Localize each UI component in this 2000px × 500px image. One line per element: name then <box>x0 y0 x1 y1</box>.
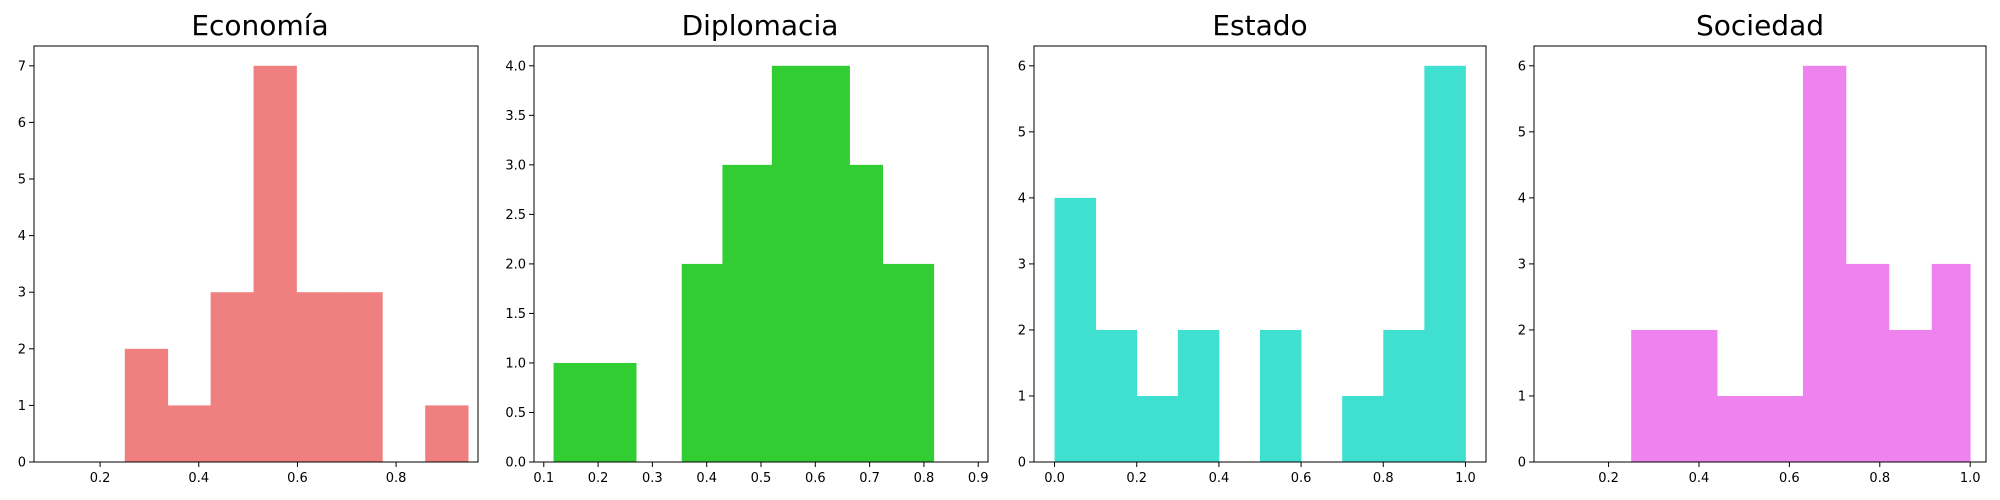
estado-ytick-label: 6 <box>1018 59 1026 74</box>
estado-ytick-label: 1 <box>1018 389 1026 404</box>
sociedad-ytick-label: 3 <box>1518 257 1526 272</box>
diplomacia-bar <box>826 65 850 463</box>
economia-title: Economía <box>191 9 328 42</box>
diplomacia-ytick-label: 1.0 <box>505 356 526 371</box>
diplomacia-ytick-label: 2.5 <box>505 208 526 223</box>
estado-bar <box>1342 395 1384 462</box>
sociedad-xtick-label: 0.6 <box>1779 471 1800 486</box>
sociedad-bar <box>1674 329 1718 462</box>
sociedad-xtick-label: 1.0 <box>1960 471 1981 486</box>
diplomacia-bar <box>722 164 773 462</box>
estado-bar <box>1383 329 1425 462</box>
estado-ytick-label: 0 <box>1018 456 1026 471</box>
estado-bar <box>1095 329 1138 462</box>
estado-panel: Estado 0.0 0.2 0.4 0.6 0.8 1.0 0 1 2 3 4 5 6 <box>1018 9 1487 486</box>
economia-ytick-label: 5 <box>18 173 26 188</box>
diplomacia-ytick-label: 1.5 <box>505 307 526 322</box>
economia-bar <box>124 348 169 462</box>
diplomacia-panel: Diplomacia 0.1 0.2 0.3 0.4 0.5 0.6 0.7 0.8 0.9 0.… <box>505 9 988 486</box>
economia-bar <box>296 292 340 462</box>
sociedad-bar <box>1760 395 1804 462</box>
sociedad-xtick-label: 0.2 <box>1598 471 1619 486</box>
economia-bar <box>167 405 212 462</box>
sociedad-bar <box>1888 329 1933 462</box>
sociedad-ytick-label: 4 <box>1518 191 1526 206</box>
economia-ytick-label: 3 <box>18 286 26 301</box>
diplomacia-xtick-label: 0.5 <box>751 471 772 486</box>
sociedad-panel: Sociedad 0.2 0.4 0.6 0.8 1.0 0 1 2 3 4 5 6 <box>1518 9 1987 486</box>
estado-ytick-label: 5 <box>1018 125 1026 140</box>
sociedad-ytick-label: 1 <box>1518 389 1526 404</box>
diplomacia-ytick-label: 0.0 <box>505 456 526 471</box>
economia-xtick-label: 0.8 <box>386 471 407 486</box>
diplomacia-ytick-label: 4.0 <box>505 59 526 74</box>
diplomacia-bar <box>771 65 827 463</box>
economia-ytick-label: 6 <box>18 116 26 131</box>
estado-bar <box>1054 197 1097 462</box>
sociedad-bar <box>1931 263 1971 462</box>
sociedad-ytick-label: 2 <box>1518 323 1526 338</box>
sociedad-axes-frame <box>1533 45 1987 463</box>
estado-bar <box>1260 329 1302 462</box>
estado-xtick-label: 0.4 <box>1209 471 1230 486</box>
sociedad-title: Sociedad <box>1696 9 1824 42</box>
economia-xtick-label: 0.6 <box>287 471 308 486</box>
economia-xtick-label: 0.4 <box>188 471 209 486</box>
estado-bar <box>1136 395 1179 462</box>
diplomacia-title: Diplomacia <box>682 9 839 42</box>
estado-bar <box>1424 65 1466 463</box>
diplomacia-bar <box>553 362 609 462</box>
diplomacia-xtick-label: 0.4 <box>696 471 717 486</box>
diplomacia-bar <box>849 164 884 462</box>
economia-ytick-label: 2 <box>18 342 26 357</box>
diplomacia-xtick-label: 0.1 <box>533 471 554 486</box>
estado-xtick-label: 0.2 <box>1126 471 1147 486</box>
sociedad-ytick-label: 5 <box>1518 125 1526 140</box>
estado-axes-frame <box>1033 45 1487 463</box>
economia-bar <box>425 405 469 462</box>
economia-panel: Economía 0.2 0.4 0.6 0.8 0 1 2 3 4 5 6 7 <box>18 9 479 486</box>
economia-bar <box>253 65 297 463</box>
economia-ytick-label: 4 <box>18 229 26 244</box>
economia-ytick-label: 7 <box>18 59 26 74</box>
diplomacia-xtick-label: 0.7 <box>859 471 880 486</box>
sociedad-bar <box>1802 65 1847 463</box>
economia-bar <box>339 292 383 462</box>
diplomacia-bar <box>607 362 637 462</box>
diplomacia-xtick-label: 0.2 <box>588 471 609 486</box>
sociedad-bar <box>1845 263 1890 462</box>
economia-axes-frame <box>33 45 479 463</box>
economia-xtick-label: 0.2 <box>90 471 111 486</box>
estado-bar <box>1177 329 1220 462</box>
sociedad-ytick-label: 0 <box>1518 456 1526 471</box>
sociedad-xtick-label: 0.8 <box>1869 471 1890 486</box>
diplomacia-xtick-label: 0.6 <box>805 471 826 486</box>
diplomacia-bar <box>882 263 935 462</box>
estado-ytick-label: 4 <box>1018 191 1026 206</box>
estado-title: Estado <box>1212 9 1307 42</box>
diplomacia-ytick-label: 3.0 <box>505 158 526 173</box>
diplomacia-ytick-label: 0.5 <box>505 406 526 421</box>
diplomacia-ytick-label: 2.0 <box>505 257 526 272</box>
estado-xtick-label: 0.6 <box>1291 471 1312 486</box>
sociedad-ytick-label: 6 <box>1518 59 1526 74</box>
estado-xtick-label: 1.0 <box>1455 471 1476 486</box>
estado-ytick-label: 2 <box>1018 323 1026 338</box>
economia-bar <box>210 292 254 462</box>
diplomacia-xtick-label: 0.3 <box>642 471 663 486</box>
diplomacia-ytick-label: 3.5 <box>505 109 526 124</box>
diplomacia-bar <box>681 263 723 462</box>
estado-xtick-label: 0.8 <box>1373 471 1394 486</box>
sociedad-bar <box>1717 395 1761 462</box>
estado-ytick-label: 3 <box>1018 257 1026 272</box>
sociedad-xtick-label: 0.4 <box>1689 471 1710 486</box>
sociedad-bar <box>1631 329 1675 462</box>
estado-xtick-label: 0.0 <box>1044 471 1065 486</box>
economia-ytick-label: 1 <box>18 399 26 414</box>
diplomacia-xtick-label: 0.8 <box>914 471 935 486</box>
diplomacia-xtick-label: 0.9 <box>968 471 989 486</box>
economia-ytick-label: 0 <box>18 456 26 471</box>
